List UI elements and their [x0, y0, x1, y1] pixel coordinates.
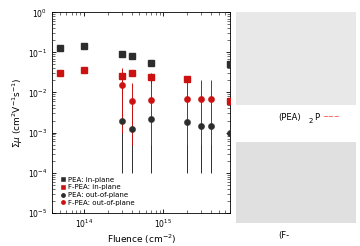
Legend: PEA: in-plane, F-PEA: in-plane, PEA: out-of-plane, F-PEA: out-of-plane: PEA: in-plane, F-PEA: in-plane, PEA: out… [59, 175, 136, 207]
FancyBboxPatch shape [236, 12, 356, 105]
Y-axis label: $\Sigma\mu$ (cm$^2$V$^{-1}$s$^{-1}$): $\Sigma\mu$ (cm$^2$V$^{-1}$s$^{-1}$) [11, 77, 25, 148]
X-axis label: Fluence (cm$^{-2}$): Fluence (cm$^{-2}$) [107, 233, 176, 246]
FancyBboxPatch shape [236, 142, 356, 223]
Text: P: P [314, 113, 319, 122]
Text: (F-: (F- [278, 231, 289, 240]
Text: (PEA): (PEA) [278, 113, 301, 122]
Text: 2: 2 [308, 118, 312, 124]
Text: ~~~: ~~~ [323, 115, 340, 121]
